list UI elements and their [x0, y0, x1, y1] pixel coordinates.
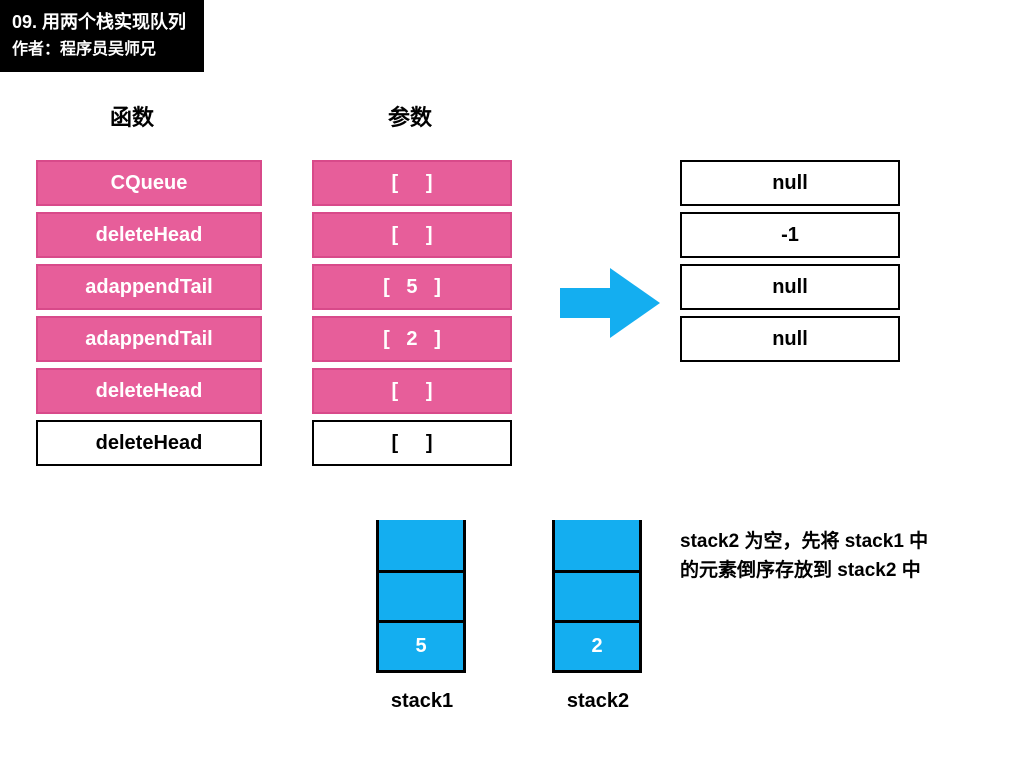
stack-cell: [379, 520, 463, 570]
param-cell: [ ]: [312, 368, 512, 414]
param-cell: [ 2 ]: [312, 316, 512, 362]
explanation-text: stack2 为空，先将 stack1 中 的元素倒序存放到 stack2 中: [680, 528, 1000, 585]
stack-cell: [555, 570, 639, 620]
stack1: 5: [376, 520, 466, 673]
explanation-line1: stack2 为空，先将 stack1 中: [680, 528, 1000, 557]
stack-cell: [555, 520, 639, 570]
function-cell: deleteHead: [36, 368, 262, 414]
explanation-line2: 的元素倒序存放到 stack2 中: [680, 557, 1000, 586]
function-cell: adappendTail: [36, 264, 262, 310]
author-prefix: 作者：: [12, 41, 60, 58]
stack-cell: 5: [379, 620, 463, 670]
param-cell: [ ]: [312, 212, 512, 258]
author-name: 程序员吴师兄: [60, 41, 156, 58]
result-cell: null: [680, 316, 900, 362]
param-column-header: 参数: [388, 100, 432, 132]
result-cell: null: [680, 264, 900, 310]
author-line: 作者：程序员吴师兄: [12, 37, 186, 63]
results-column: null -1 null null: [680, 160, 900, 362]
stack2: 2: [552, 520, 642, 673]
title-box: 09. 用两个栈实现队列 作者：程序员吴师兄: [0, 0, 204, 72]
function-cell: deleteHead: [36, 212, 262, 258]
function-cell: CQueue: [36, 160, 262, 206]
function-cell: adappendTail: [36, 316, 262, 362]
func-column-header: 函数: [110, 100, 154, 132]
result-cell: null: [680, 160, 900, 206]
functions-column: CQueue deleteHead adappendTail adappendTail…: [36, 160, 262, 466]
param-cell: [ ]: [312, 160, 512, 206]
param-cell: [ 5 ]: [312, 264, 512, 310]
result-cell: -1: [680, 212, 900, 258]
function-cell: deleteHead: [36, 420, 262, 466]
params-column: [ ] [ ] [ 5 ] [ 2 ] [ ] [ ]: [312, 160, 512, 466]
stack-cell: [379, 570, 463, 620]
arrow-icon: [560, 268, 660, 338]
stack2-label: stack2: [556, 690, 640, 713]
stack1-label: stack1: [380, 690, 464, 713]
problem-title: 09. 用两个栈实现队列: [12, 8, 186, 37]
param-cell: [ ]: [312, 420, 512, 466]
stack-cell: 2: [555, 620, 639, 670]
